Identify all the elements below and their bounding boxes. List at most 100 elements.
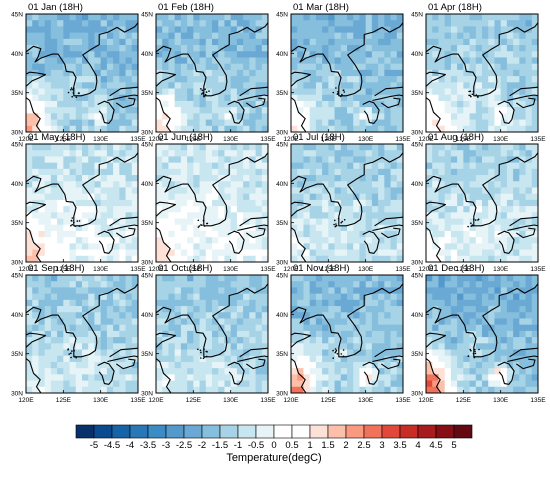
field-cell (255, 63, 263, 71)
field-cell (297, 100, 305, 108)
field-cell (482, 187, 489, 195)
field-cell (438, 312, 446, 320)
field-cell (187, 293, 194, 301)
field-cell (463, 355, 471, 363)
field-cell (328, 45, 336, 52)
field-cell (44, 162, 52, 170)
field-cell (69, 162, 77, 170)
field-cell (249, 255, 257, 262)
field-cell (38, 107, 46, 114)
field-cell (384, 156, 392, 164)
field-cell (378, 212, 385, 220)
field-cell (463, 374, 471, 382)
field-cell (106, 150, 114, 158)
field-cell (38, 243, 46, 251)
colorbar-label: 2 (343, 440, 348, 451)
field-cell (193, 306, 201, 313)
coastline (26, 332, 46, 393)
field-cell (444, 20, 452, 28)
field-cell (340, 306, 348, 313)
field-cell (506, 330, 514, 338)
field-cell (100, 281, 108, 289)
field-cell (469, 38, 477, 46)
field-cell (309, 51, 317, 59)
field-cell (432, 380, 440, 388)
field-cell (193, 69, 201, 77)
field-cell (475, 230, 483, 238)
field-cell (236, 63, 244, 71)
field-cell (444, 386, 452, 393)
field-cell (438, 76, 446, 83)
field-cell (359, 224, 367, 232)
field-cell (378, 306, 385, 313)
field-cell (450, 275, 458, 282)
field-cell (94, 255, 102, 262)
field-cell (384, 32, 392, 40)
field-cell (119, 26, 127, 34)
field-cell (438, 380, 446, 388)
field-cell (353, 206, 361, 213)
field-cell (44, 299, 52, 307)
field-cell (63, 330, 71, 338)
field-cell (488, 355, 496, 363)
field-cell (396, 38, 403, 46)
field-cell (328, 51, 336, 59)
field-cell (432, 349, 440, 357)
field-cell (162, 14, 170, 21)
field-cell (125, 162, 133, 170)
field-cell (519, 119, 527, 127)
field-cell (100, 212, 108, 220)
field-cell (525, 100, 533, 108)
field-cell (426, 38, 433, 46)
field-cell (230, 76, 238, 83)
field-cell (334, 14, 342, 21)
field-cell (475, 243, 483, 251)
field-cell (94, 374, 102, 382)
field-cell (75, 156, 83, 164)
field-cell (69, 224, 77, 232)
field-cell (519, 206, 527, 213)
field-cell (322, 125, 329, 132)
field-cell (303, 69, 311, 77)
field-cell (390, 162, 398, 170)
field-cell (513, 38, 520, 46)
field-cell (488, 38, 496, 46)
field-cell (340, 32, 348, 40)
field-cell (199, 237, 207, 244)
field-cell (340, 343, 348, 351)
field-cell (426, 368, 433, 375)
coastline (109, 216, 138, 227)
field-cell (506, 175, 514, 182)
field-cell (236, 343, 244, 351)
field-cell (100, 243, 108, 251)
field-cell (243, 299, 250, 307)
field-cell (180, 175, 188, 182)
field-cell (82, 386, 89, 393)
field-cell (255, 181, 263, 189)
island-mark (468, 90, 470, 93)
field-cell (475, 312, 483, 320)
coastline (515, 358, 536, 370)
field-cell (205, 206, 213, 213)
field-cell (113, 76, 120, 83)
field-cell (519, 218, 527, 226)
field-cell (255, 69, 263, 77)
field-cell (365, 312, 373, 320)
field-cell (236, 181, 244, 189)
field-cell (494, 380, 502, 388)
field-cell (69, 26, 77, 34)
field-cell (297, 107, 305, 114)
field-cell (475, 69, 483, 77)
field-cell (475, 255, 483, 262)
field-cell (205, 324, 213, 332)
field-cell (224, 187, 232, 195)
field-cell (384, 76, 392, 83)
field-cell (488, 281, 496, 289)
field-cell (38, 69, 46, 77)
field-cell (174, 230, 182, 238)
field-cell (432, 94, 440, 102)
field-cell (450, 168, 458, 176)
field-cell (328, 32, 336, 40)
field-cell (334, 51, 342, 59)
